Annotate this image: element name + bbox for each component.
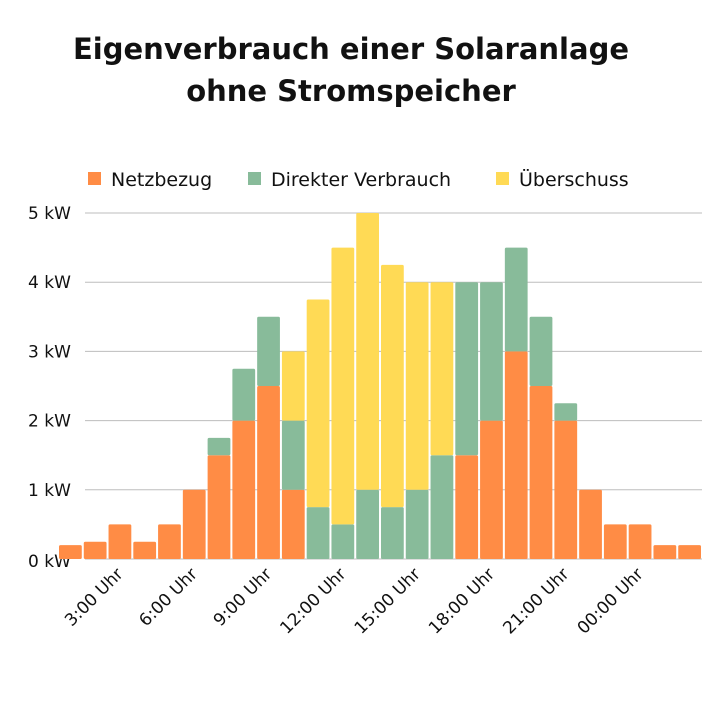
bar-segment-direkter-verbrauch xyxy=(455,282,479,456)
bar-segment-direkter-verbrauch xyxy=(281,420,305,490)
bar-segment-netzbezug xyxy=(108,524,132,559)
bar-segment-netzbezug xyxy=(628,524,652,559)
bar-segment-netzbezug xyxy=(678,545,701,559)
y-tick-label: 4 kW xyxy=(28,273,71,293)
x-tick-label: 21:00 Uhr xyxy=(499,564,573,638)
bar-segment-netzbezug xyxy=(455,455,479,559)
bar-segment-direkter-verbrauch xyxy=(504,247,528,352)
legend-label: Netzbezug xyxy=(111,169,212,191)
chart-title-line-2: ohne Stromspeicher xyxy=(186,74,516,108)
x-tick-label: 3:00 Uhr xyxy=(61,564,127,630)
bar-segment-netzbezug xyxy=(554,420,578,559)
bar-segment-direkter-verbrauch xyxy=(232,368,256,421)
bar-segment-netzbezug xyxy=(158,524,181,559)
bar-segment-überschuss xyxy=(281,351,305,421)
bar-segment-netzbezug xyxy=(207,455,231,559)
bar-segment-netzbezug xyxy=(83,541,107,559)
x-tick-label: 18:00 Uhr xyxy=(425,564,499,638)
bar-segment-netzbezug xyxy=(603,524,627,559)
x-tick-label: 15:00 Uhr xyxy=(351,564,425,638)
chart-title-line-1: Eigenverbrauch einer Solaranlage xyxy=(73,32,629,66)
bar-segment-direkter-verbrauch xyxy=(306,507,330,559)
bar-segment-netzbezug xyxy=(59,545,82,559)
bar-segment-netzbezug xyxy=(182,489,206,559)
bar-segment-direkter-verbrauch xyxy=(381,507,404,559)
bar-segment-direkter-verbrauch xyxy=(356,489,379,559)
bar-segment-überschuss xyxy=(306,299,330,508)
bar-segment-netzbezug xyxy=(480,420,503,559)
x-tick-label: 00:00 Uhr xyxy=(574,564,648,638)
bar-segment-netzbezug xyxy=(257,386,280,559)
bar-segment-direkter-verbrauch xyxy=(430,455,454,559)
bar-segment-direkter-verbrauch xyxy=(257,316,280,386)
bar-segment-überschuss xyxy=(405,282,429,490)
x-tick-label: 12:00 Uhr xyxy=(276,564,350,638)
legend-swatch xyxy=(496,172,509,185)
bar-segment-netzbezug xyxy=(529,386,553,559)
bar-segment-netzbezug xyxy=(579,489,602,559)
bar-segment-direkter-verbrauch xyxy=(207,437,231,456)
bar-segment-überschuss xyxy=(381,264,404,508)
bar-segment-netzbezug xyxy=(232,420,256,559)
bar-segment-netzbezug xyxy=(281,489,305,559)
y-tick-label: 1 kW xyxy=(28,481,71,501)
bar-segment-direkter-verbrauch xyxy=(331,524,355,559)
legend-label: Direkter Verbrauch xyxy=(271,169,451,191)
bar-segment-direkter-verbrauch xyxy=(529,316,553,386)
y-tick-label: 2 kW xyxy=(28,412,71,432)
bar-segment-netzbezug xyxy=(504,351,528,559)
y-tick-label: 3 kW xyxy=(28,342,71,362)
y-tick-label: 5 kW xyxy=(28,204,71,224)
legend-label: Überschuss xyxy=(519,168,629,191)
bar-segment-direkter-verbrauch xyxy=(480,282,503,421)
chart-title: Eigenverbrauch einer Solaranlage ohne St… xyxy=(0,28,702,112)
bar-segment-direkter-verbrauch xyxy=(405,489,429,559)
bar-segment-überschuss xyxy=(331,247,355,525)
bar-segment-überschuss xyxy=(356,213,379,490)
x-tick-label: 9:00 Uhr xyxy=(210,564,276,630)
legend-swatch xyxy=(248,172,261,185)
bar-segment-direkter-verbrauch xyxy=(554,403,578,421)
x-tick-label: 6:00 Uhr xyxy=(135,564,201,630)
legend-swatch xyxy=(88,172,101,185)
bar-segment-überschuss xyxy=(430,282,454,456)
bar-segment-netzbezug xyxy=(133,541,157,559)
bar-segment-netzbezug xyxy=(653,545,677,559)
